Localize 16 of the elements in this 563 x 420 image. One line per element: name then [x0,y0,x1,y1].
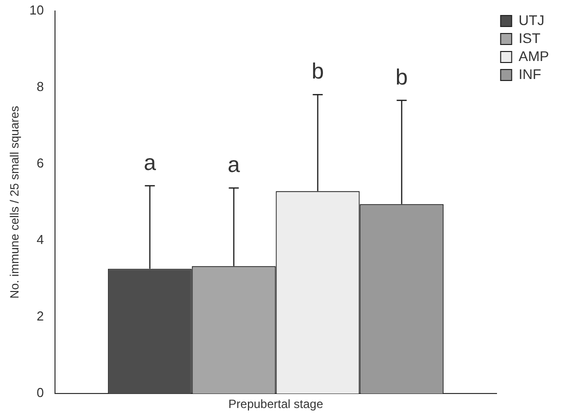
annotation: b [396,64,408,90]
y-tick-label: 8 [36,78,44,94]
y-tick-label: 0 [36,385,44,400]
y-axis-title: No. immune cells / 25 small squares [8,106,22,299]
y-tick-label: 10 [29,2,44,18]
legend-label: AMP [518,48,550,64]
annotation: a [144,150,157,175]
y-tick-label: 2 [36,308,44,324]
legend-label: UTJ [518,12,544,28]
legend-label: IST [518,30,541,46]
legend-label: INF [518,66,542,82]
y-tick-label: 4 [36,232,44,248]
annotation: b [312,58,324,84]
x-axis-title: Prepubertal stage [228,397,324,412]
annotation: a [228,152,241,178]
y-tick-label: 6 [36,156,44,170]
